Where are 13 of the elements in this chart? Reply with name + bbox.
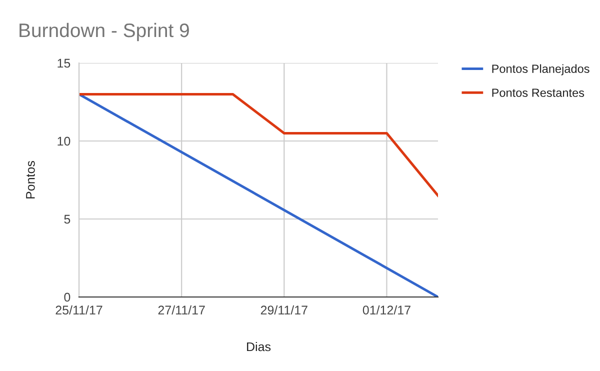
legend-label: Pontos Restantes <box>492 88 584 97</box>
x-tick-label: 25/11/17 <box>56 305 102 315</box>
x-tick-label: 01/12/17 <box>362 305 410 315</box>
y-tick-label: 5 <box>64 214 70 224</box>
y-axis-title: Pontos <box>26 160 35 198</box>
x-axis-title: Dias <box>247 342 271 352</box>
y-tick-label: 15 <box>58 58 70 68</box>
y-tick-label: 0 <box>64 292 70 302</box>
y-tick-label: 10 <box>58 136 70 146</box>
x-tick-label: 27/11/17 <box>158 305 205 315</box>
legend-label: Pontos Planejados <box>492 64 590 76</box>
x-tick-label: 29/11/17 <box>260 305 308 315</box>
chart-title: Burndown - Sprint 9 <box>20 22 189 42</box>
